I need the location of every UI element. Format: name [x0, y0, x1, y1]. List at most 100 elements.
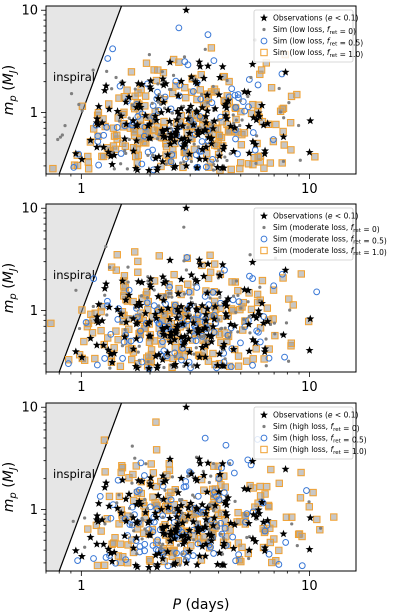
data-point-dot	[287, 100, 291, 105]
data-point-star	[166, 256, 175, 264]
data-point-star	[77, 552, 86, 560]
data-point-circle	[183, 254, 191, 261]
data-point-star	[195, 255, 204, 264]
data-point-star	[154, 94, 163, 102]
data-point-dot	[183, 556, 187, 560]
data-point-star	[213, 560, 222, 568]
data-point-star	[203, 288, 212, 297]
data-point-dot	[192, 142, 196, 146]
data-point-square	[269, 286, 278, 294]
data-point-circle	[109, 45, 117, 53]
data-point-star	[163, 348, 172, 357]
data-point-star	[204, 331, 213, 339]
data-point-dot	[198, 335, 202, 339]
data-point-star	[201, 324, 210, 332]
data-point-dot	[234, 310, 238, 314]
data-point-dot	[218, 295, 222, 299]
data-point-star	[71, 546, 80, 555]
data-point-dot	[163, 488, 167, 492]
data-point-circle	[164, 562, 172, 570]
data-point-star	[146, 481, 155, 490]
data-point-circle	[82, 319, 90, 326]
data-point-star	[144, 166, 153, 174]
data-point-square	[129, 470, 137, 479]
data-point-square	[296, 494, 305, 502]
data-point-star	[207, 337, 216, 346]
data-point-star	[173, 519, 182, 528]
panel-3: inspiral 1 10 1 10 mp (MJ) P (days) Observation…	[1, 401, 367, 612]
data-point-star	[164, 106, 173, 114]
data-point-dot	[196, 145, 201, 149]
data-point-star	[221, 309, 230, 318]
data-point-square	[160, 117, 168, 126]
data-point-dot	[132, 529, 136, 533]
data-point-dot	[242, 317, 246, 321]
data-points	[47, 204, 321, 372]
data-point-star	[218, 361, 227, 370]
inspiral-boundary-line	[58, 6, 123, 174]
data-point-star	[195, 352, 204, 361]
data-point-star	[244, 320, 253, 328]
data-point-star	[167, 530, 176, 539]
data-point-star	[191, 275, 200, 284]
data-point-square	[116, 362, 125, 371]
x-axis-label: P (days)	[173, 597, 230, 612]
data-point-square	[120, 272, 129, 280]
data-point-dot	[189, 159, 193, 164]
data-point-star	[281, 465, 290, 473]
data-point-circle	[201, 293, 209, 300]
data-point-star	[210, 314, 219, 323]
data-point-star	[215, 271, 224, 279]
data-point-star	[185, 327, 194, 335]
data-point-star	[244, 286, 253, 294]
data-point-dot	[182, 55, 187, 59]
axis-ticks	[41, 9, 310, 179]
data-point-star	[245, 545, 254, 554]
data-point-star	[102, 279, 111, 288]
data-point-circle	[104, 297, 111, 305]
data-point-star	[104, 346, 113, 354]
data-point-star	[224, 96, 233, 105]
data-point-star	[215, 349, 224, 358]
data-point-star	[86, 136, 95, 144]
data-point-dot	[286, 359, 291, 363]
data-point-star	[180, 531, 189, 539]
data-point-star	[132, 500, 141, 508]
data-point-star	[159, 127, 168, 136]
data-point-square	[117, 468, 125, 477]
data-point-dot	[103, 522, 107, 526]
data-point-star	[177, 135, 186, 143]
data-point-star	[211, 302, 220, 311]
data-point-dot	[173, 553, 177, 558]
data-point-star	[173, 323, 181, 331]
data-point-star	[189, 120, 198, 129]
data-point-star	[173, 107, 182, 115]
data-point-star	[263, 119, 272, 127]
data-point-square	[267, 465, 275, 474]
data-point-square	[287, 339, 296, 347]
data-point-square	[84, 158, 93, 166]
data-point-star	[215, 151, 224, 160]
data-point-square	[171, 344, 179, 352]
data-point-dot	[219, 532, 223, 536]
data-point-circle	[120, 338, 128, 346]
data-point-circle	[245, 76, 253, 83]
data-point-star	[137, 278, 146, 286]
data-point-square	[152, 418, 160, 426]
data-point-circle	[95, 161, 103, 169]
data-point-star	[198, 301, 207, 310]
data-point-circle	[204, 31, 212, 39]
data-point-dot	[186, 126, 190, 130]
data-point-circle	[210, 550, 217, 557]
data-point-star	[201, 352, 210, 361]
data-point-star	[194, 328, 203, 337]
data-point-star	[194, 325, 203, 334]
data-point-dot	[295, 543, 299, 548]
y-axis-label: mp (MJ)	[1, 65, 19, 115]
data-point-dot	[192, 510, 196, 514]
data-point-circle	[220, 489, 228, 496]
data-point-dot	[228, 152, 232, 156]
x-tick-label: 1	[77, 182, 85, 197]
data-point-star	[129, 116, 138, 125]
data-point-square	[97, 527, 105, 535]
